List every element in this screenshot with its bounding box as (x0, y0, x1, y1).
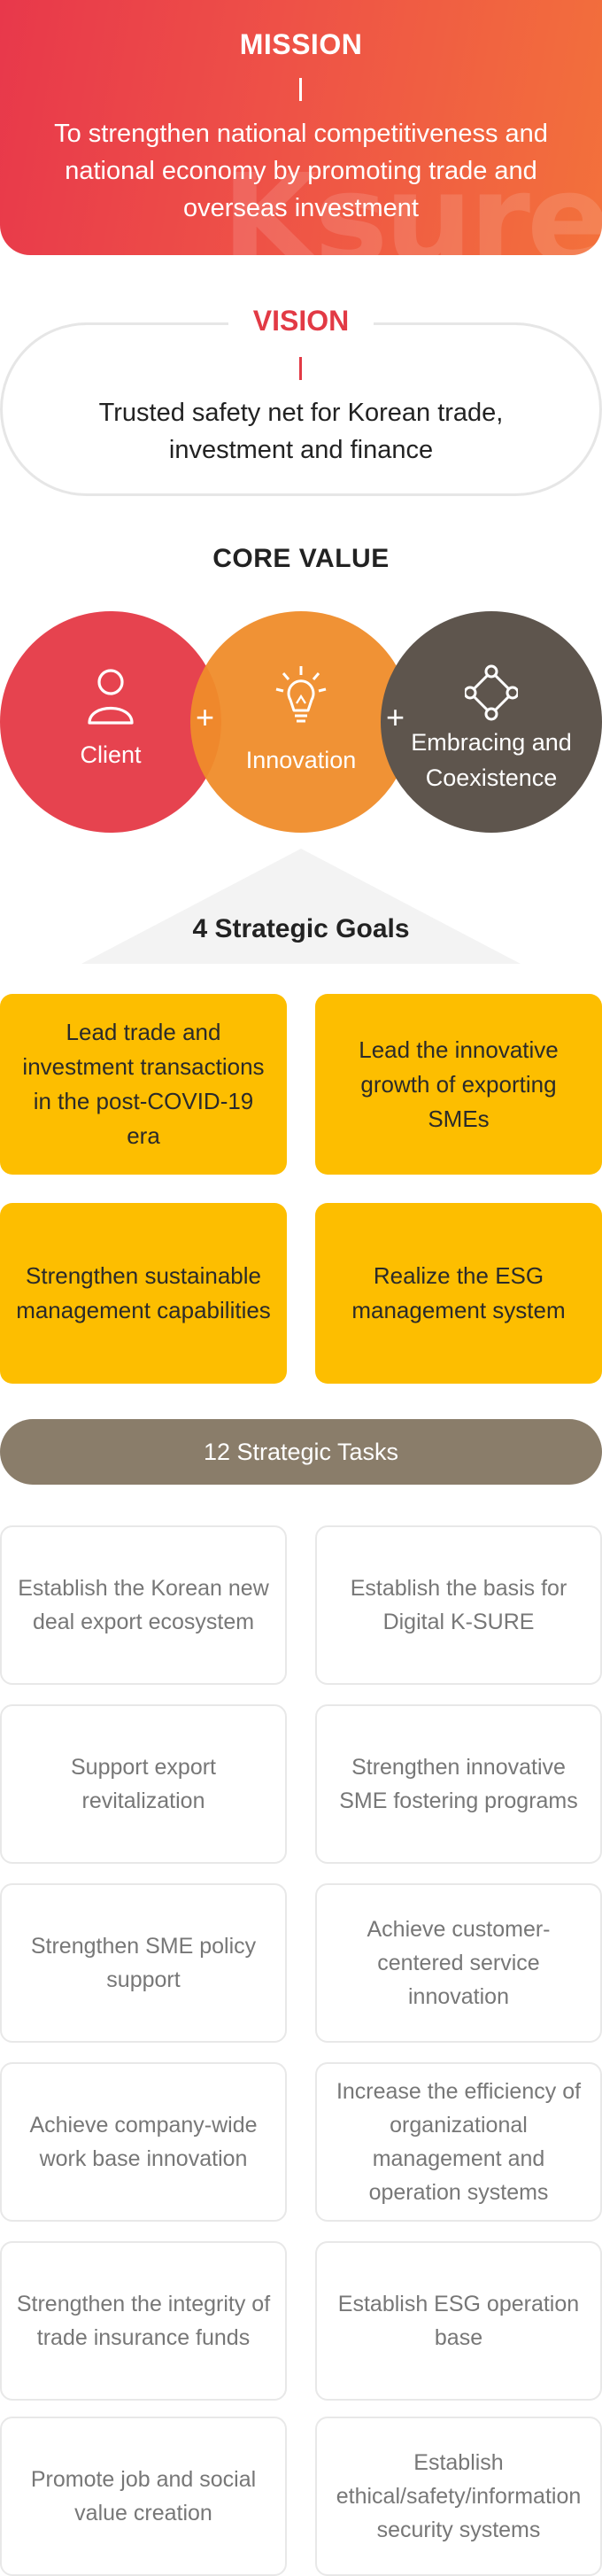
vision-box: Trusted safety net for Korean trade, inv… (0, 322, 602, 496)
plus-sign: + (196, 699, 215, 735)
plus-sign: + (386, 699, 405, 735)
task-text: Strengthen the integrity of trade insura… (16, 2292, 271, 2350)
network-diamond-icon (465, 664, 518, 721)
task-card: Promote job and social value creation (0, 2417, 287, 2576)
goal-text: Lead the innovative growth of exporting … (359, 1036, 559, 1132)
task-text: Increase the efficiency of organizationa… (336, 2079, 582, 2205)
task-card: Strengthen innovative SME fostering prog… (315, 1704, 602, 1864)
task-text: Achieve customer-centered service innova… (367, 1917, 551, 2009)
task-text: Promote job and social value creation (30, 2467, 257, 2526)
task-text: Establish the basis for Digital K-SURE (350, 1576, 567, 1634)
goal-card: Lead trade and investment transactions i… (0, 994, 287, 1175)
lightbulb-icon (275, 666, 327, 723)
task-text: Strengthen SME policy support (30, 1934, 257, 1992)
task-card: Achieve company-wide work base innovatio… (0, 2062, 287, 2222)
person-icon (88, 669, 134, 725)
goal-text: Realize the ESG management system (351, 1262, 566, 1323)
mission-divider (299, 78, 302, 101)
mission-text: To strengthen national competitiveness a… (54, 120, 548, 222)
task-text: Establish ethical/safety/information sec… (336, 2450, 582, 2542)
task-card: Achieve customer-centered service innova… (315, 1883, 602, 2043)
tasks-title-bar: 12 Strategic Tasks (0, 1419, 602, 1485)
up-arrow-shape (81, 849, 521, 964)
task-text: Establish the Korean new deal export eco… (18, 1576, 269, 1634)
goal-text: Lead trade and investment transactions i… (22, 1019, 265, 1149)
core-value-client: Client (0, 611, 221, 833)
goal-card: Realize the ESG management system (315, 1203, 602, 1384)
vision-title: VISION (228, 301, 374, 340)
goal-text: Strengthen sustainable management capabi… (16, 1262, 271, 1323)
task-card: Establish the Korean new deal export eco… (0, 1525, 287, 1685)
task-text: Establish ESG operation base (337, 2292, 580, 2350)
task-card: Strengthen the integrity of trade insura… (0, 2241, 287, 2401)
task-text: Achieve company-wide work base innovatio… (29, 2113, 258, 2171)
goal-card: Lead the innovative growth of exporting … (315, 994, 602, 1175)
core-value-label: Embracing and Coexistence (411, 729, 572, 791)
core-value-innovation: Innovation (190, 611, 412, 833)
vision-text: Trusted safety net for Korean trade, inv… (98, 399, 504, 464)
goal-card: Strengthen sustainable management capabi… (0, 1203, 287, 1384)
task-text: Support export revitalization (71, 1755, 216, 1813)
core-value-label: Innovation (245, 747, 357, 773)
task-card: Support export revitalization (0, 1704, 287, 1864)
task-card: Establish ethical/safety/information sec… (315, 2417, 602, 2576)
task-text: Strengthen innovative SME fostering prog… (339, 1755, 578, 1813)
vision-divider (299, 357, 302, 380)
task-card: Increase the efficiency of organizationa… (315, 2062, 602, 2222)
goals-title: 4 Strategic Goals (192, 914, 410, 943)
task-card: Establish the basis for Digital K-SURE (315, 1525, 602, 1685)
task-card: Strengthen SME policy support (0, 1883, 287, 2043)
core-value-label: Client (80, 741, 142, 768)
mission-watermark: Ksure (221, 148, 602, 255)
mission-title: MISSION (239, 28, 363, 60)
core-value-embracing: Embracing and Coexistence (381, 611, 602, 833)
mission-banner: Ksure MISSION To strengthen national com… (0, 0, 602, 255)
task-card: Establish ESG operation base (315, 2241, 602, 2401)
core-value-title: CORE VALUE (212, 544, 390, 573)
